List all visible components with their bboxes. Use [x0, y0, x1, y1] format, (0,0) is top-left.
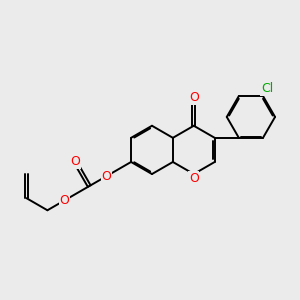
Text: O: O	[70, 155, 80, 168]
Text: O: O	[189, 92, 199, 104]
Text: Cl: Cl	[261, 82, 273, 95]
Text: O: O	[189, 172, 199, 185]
Text: O: O	[60, 194, 70, 207]
Text: O: O	[101, 170, 111, 183]
